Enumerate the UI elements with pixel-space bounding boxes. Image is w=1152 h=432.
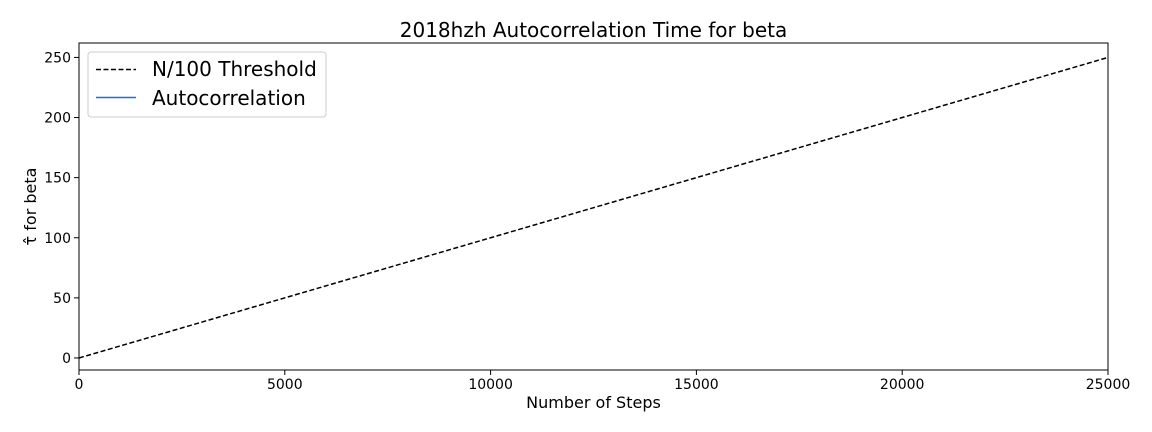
plot-frame [78, 42, 1109, 371]
y-axis-label: τ̂ for beta [21, 168, 40, 246]
x-axis-ticks: 0 5000 10000 15000 20000 25000 [75, 370, 1131, 393]
legend-box [87, 51, 327, 118]
x-axis-label: Number of Steps [526, 393, 661, 412]
x-tick-label: 0 [75, 377, 84, 393]
threshold-line [78, 56, 1109, 359]
legend-label-threshold: N/100 Threshold [152, 57, 317, 81]
legend-label-autocorrelation: Autocorrelation [152, 86, 306, 110]
x-tick-label: 15000 [674, 377, 719, 393]
plot-area [78, 56, 1109, 359]
x-tick-label: 10000 [468, 377, 513, 393]
x-tick-label: 20000 [880, 377, 925, 393]
y-axis-ticks: 0 50 100 150 200 250 [44, 50, 79, 367]
y-tick-label: 100 [44, 231, 71, 247]
chart-title: 2018hzh Autocorrelation Time for beta [400, 18, 787, 42]
y-tick-label: 250 [44, 50, 71, 66]
x-tick-label: 5000 [267, 377, 303, 393]
x-tick-label: 25000 [1086, 377, 1131, 393]
legend: N/100 Threshold Autocorrelation [87, 51, 327, 118]
y-tick-label: 150 [44, 171, 71, 187]
y-tick-label: 0 [62, 351, 71, 367]
y-tick-label: 50 [53, 291, 71, 307]
y-tick-label: 200 [44, 111, 71, 127]
